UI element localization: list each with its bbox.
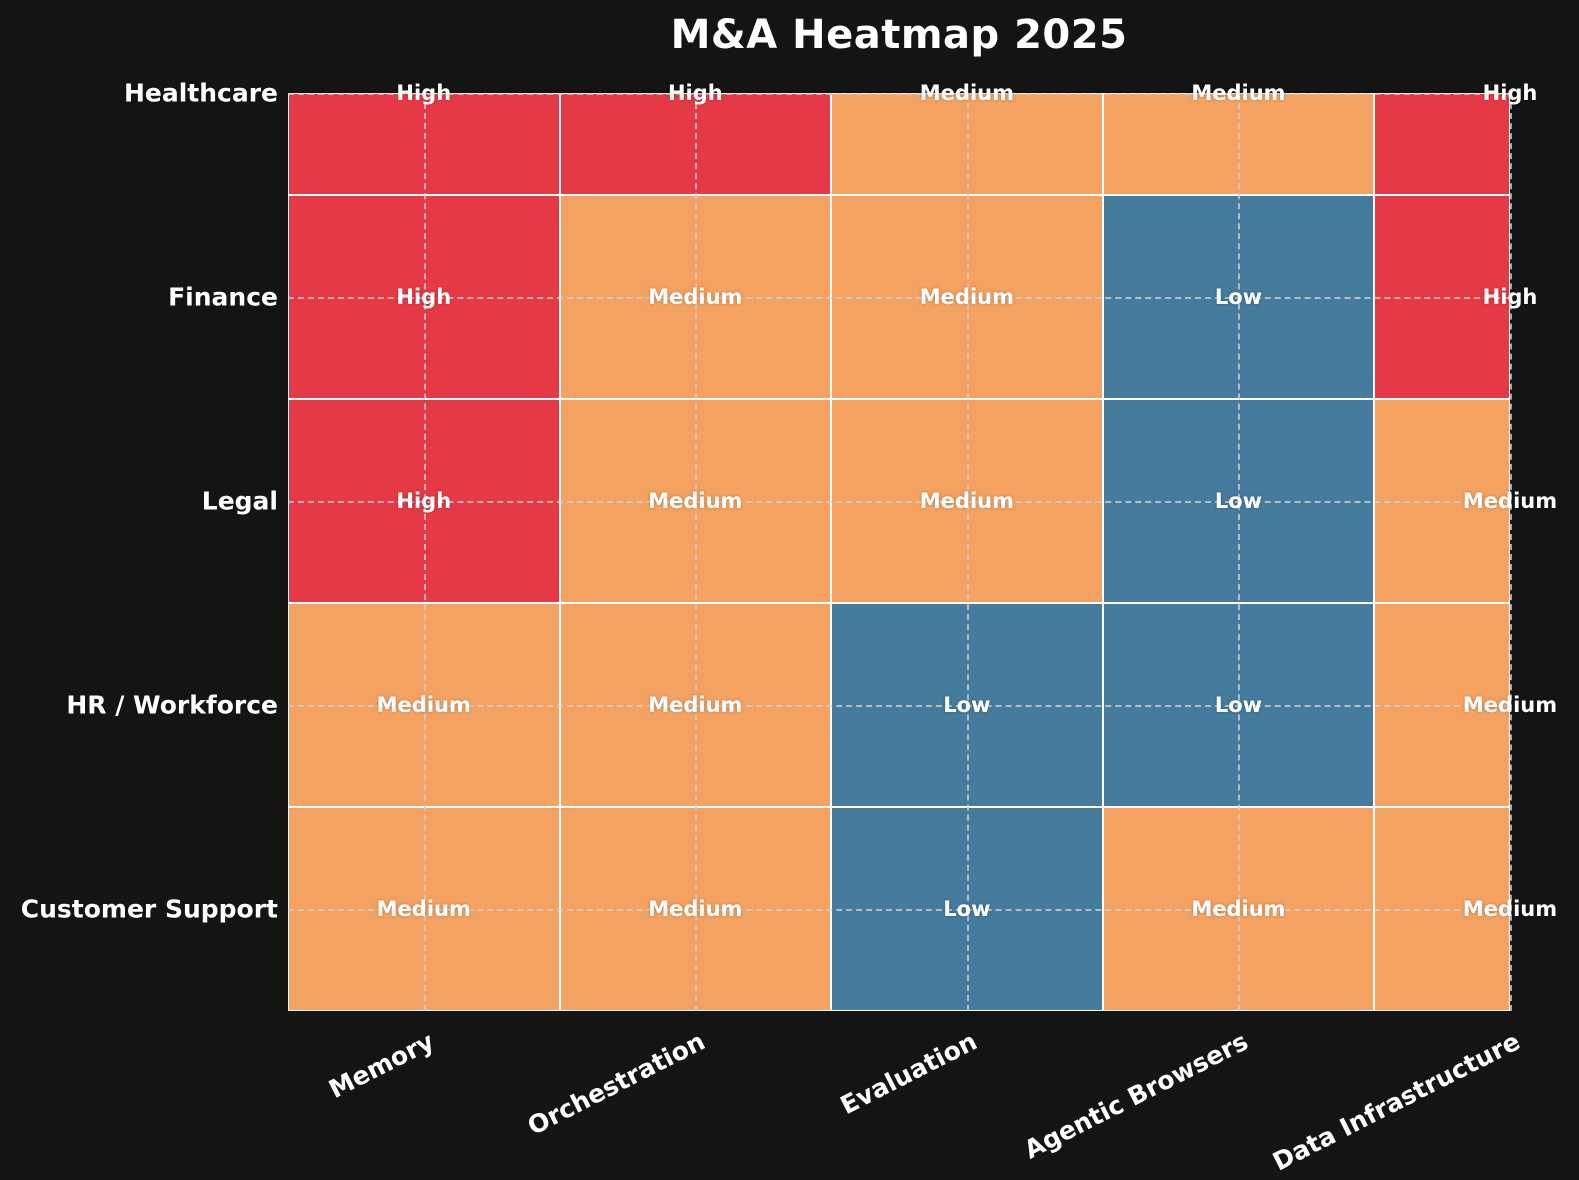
cell-value-label: Medium bbox=[648, 285, 743, 309]
cell-value-label: Medium bbox=[1191, 897, 1286, 921]
cell-value-label: Medium bbox=[919, 489, 1014, 513]
cell-value-label: High bbox=[396, 285, 452, 309]
cell-value-label: Medium bbox=[919, 285, 1014, 309]
cell-value-label: Medium bbox=[648, 489, 743, 513]
heatmap-cell bbox=[559, 93, 832, 195]
heatmap-cell bbox=[1374, 93, 1510, 195]
cell-value-label: High bbox=[396, 81, 452, 105]
cell-value-label: High bbox=[396, 489, 452, 513]
cell-value-label: Low bbox=[1214, 693, 1263, 717]
cell-value-label: Medium bbox=[1462, 693, 1558, 717]
cell-value-label: Medium bbox=[376, 897, 471, 921]
cell-value-label: Medium bbox=[1462, 489, 1558, 513]
cell-value-label: Medium bbox=[1462, 897, 1558, 921]
y-tick-label: Finance bbox=[168, 282, 278, 312]
y-tick-label: HR / Workforce bbox=[66, 690, 278, 720]
y-tick-label: Legal bbox=[201, 486, 278, 516]
heatmap-cell bbox=[288, 93, 560, 195]
cell-value-label: Medium bbox=[648, 693, 743, 717]
cell-value-label: Medium bbox=[1191, 81, 1286, 105]
x-tick-label: Evaluation bbox=[835, 1026, 982, 1121]
x-tick-label: Data Infrastructure bbox=[1268, 1026, 1525, 1177]
cell-value-label: Medium bbox=[376, 693, 471, 717]
cell-value-label: Low bbox=[1214, 285, 1263, 309]
cell-value-label: High bbox=[667, 81, 723, 105]
cell-value-label: Low bbox=[1214, 489, 1263, 513]
x-tick-label: Memory bbox=[323, 1026, 439, 1105]
cell-value-label: Low bbox=[943, 693, 991, 717]
heatmap-cell bbox=[831, 93, 1103, 195]
cell-value-label: Medium bbox=[919, 81, 1014, 105]
heatmap-cell bbox=[1102, 93, 1375, 195]
y-tick-label: Healthcare bbox=[123, 78, 278, 108]
heatmap-plot-area: High High Medium Medium High High Medium Medium… bbox=[288, 81, 1557, 1011]
cell-value-label: High bbox=[1482, 81, 1538, 105]
gridline-vertical bbox=[1510, 93, 1512, 1011]
cell-value-label: High bbox=[1482, 285, 1538, 309]
cell-value-label: Medium bbox=[648, 897, 743, 921]
x-tick-label: Orchestration bbox=[523, 1026, 710, 1141]
x-tick-label: Agentic Browsers bbox=[1019, 1026, 1254, 1165]
chart-title: M&A Heatmap 2025 bbox=[670, 12, 1128, 58]
y-tick-label: Customer Support bbox=[20, 894, 278, 924]
cell-value-label: Low bbox=[943, 897, 991, 921]
